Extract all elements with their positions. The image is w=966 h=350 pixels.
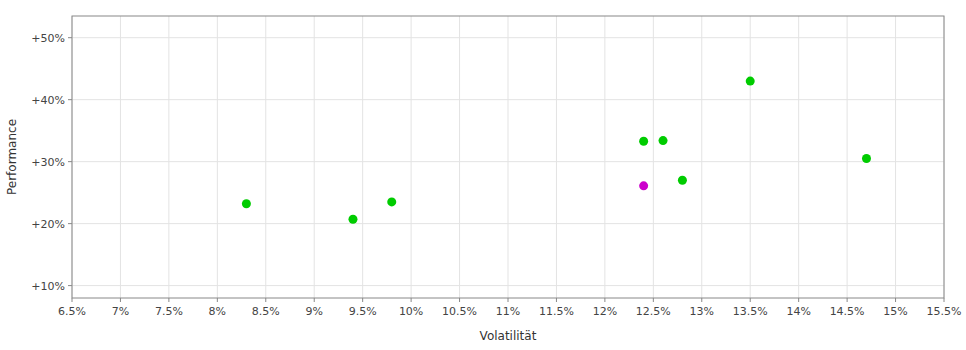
grid-line-y (72, 161, 944, 162)
grid-line-x (265, 16, 266, 298)
point (659, 136, 668, 145)
grid-line-x (798, 16, 799, 298)
tick-x (847, 298, 848, 302)
y-axis-label: Performance (5, 119, 19, 195)
tick-label-x: 10.5% (442, 305, 477, 318)
axes: 6.5% 7% 7.5% 8% 8.5% 9% 9.5% 10% 10.5% 11% 11.5% 12… (31, 16, 961, 318)
point (639, 181, 648, 190)
grid-line-x (314, 16, 315, 298)
tick-label-x: 15.5% (927, 305, 962, 318)
grid-line-x (217, 16, 218, 298)
point (746, 77, 755, 86)
tick-label-x: 12% (593, 305, 617, 318)
tick-label-x: 15% (883, 305, 907, 318)
tick-x (944, 298, 945, 302)
tick-label-x: 6.5% (58, 305, 86, 318)
tick-x (265, 298, 266, 302)
tick-label-x: 9% (305, 305, 322, 318)
tick-label-x: 8% (209, 305, 226, 318)
grid-line-x (459, 16, 460, 298)
tick-label-x: 14% (786, 305, 810, 318)
tick-label-x: 8.5% (252, 305, 280, 318)
tick-x (556, 298, 557, 302)
chart: 6.5% 7% 7.5% 8% 8.5% 9% 9.5% 10% 10.5% 11% 11.5% 12… (0, 0, 966, 350)
tick-x (72, 298, 73, 302)
point (862, 154, 871, 163)
point (387, 197, 396, 206)
tick-x (411, 298, 412, 302)
grid-line-x (168, 16, 169, 298)
point (242, 199, 251, 208)
tick-label-y: +50% (31, 32, 65, 45)
tick-x (701, 298, 702, 302)
tick-label-x: 13.5% (733, 305, 768, 318)
points (242, 77, 871, 224)
tick-y (68, 37, 72, 38)
tick-label-x: 11.5% (539, 305, 574, 318)
grid-line-x (120, 16, 121, 298)
grid-line-x (750, 16, 751, 298)
tick-label-x: 9.5% (349, 305, 377, 318)
tick-label-x: 7.5% (155, 305, 183, 318)
tick-x (508, 298, 509, 302)
grid-line-x (701, 16, 702, 298)
grid-line-x (362, 16, 363, 298)
tick-y (68, 99, 72, 100)
grid-line-x (895, 16, 896, 298)
tick-label-x: 11% (496, 305, 520, 318)
point (639, 137, 648, 146)
grid (72, 16, 944, 298)
tick-label-y: +40% (31, 94, 65, 107)
plot-area (72, 16, 944, 298)
tick-x (604, 298, 605, 302)
tick-label-x: 7% (112, 305, 129, 318)
point (348, 215, 357, 224)
grid-line-x (508, 16, 509, 298)
x-axis-label: Volatilität (480, 329, 537, 343)
tick-x (362, 298, 363, 302)
grid-line-y (72, 285, 944, 286)
tick-x (895, 298, 896, 302)
tick-x (459, 298, 460, 302)
tick-label-x: 13% (690, 305, 714, 318)
tick-y (68, 223, 72, 224)
tick-x (120, 298, 121, 302)
plot-frame (72, 16, 944, 298)
grid-line-y (72, 223, 944, 224)
grid-line-x (556, 16, 557, 298)
tick-y (68, 161, 72, 162)
tick-label-y: +20% (31, 218, 65, 231)
grid-line-x (653, 16, 654, 298)
grid-line-x (847, 16, 848, 298)
tick-label-x: 10% (399, 305, 423, 318)
tick-x (168, 298, 169, 302)
grid-line-y (72, 99, 944, 100)
tick-x (314, 298, 315, 302)
tick-label-y: +30% (31, 156, 65, 169)
tick-label-x: 12.5% (636, 305, 671, 318)
grid-line-x (411, 16, 412, 298)
grid-line-x (604, 16, 605, 298)
point (678, 176, 687, 185)
tick-label-x: 14.5% (830, 305, 865, 318)
tick-x (750, 298, 751, 302)
tick-y (68, 285, 72, 286)
tick-label-y: +10% (31, 280, 65, 293)
tick-x (653, 298, 654, 302)
grid-line-y (72, 37, 944, 38)
tick-x (798, 298, 799, 302)
tick-x (217, 298, 218, 302)
